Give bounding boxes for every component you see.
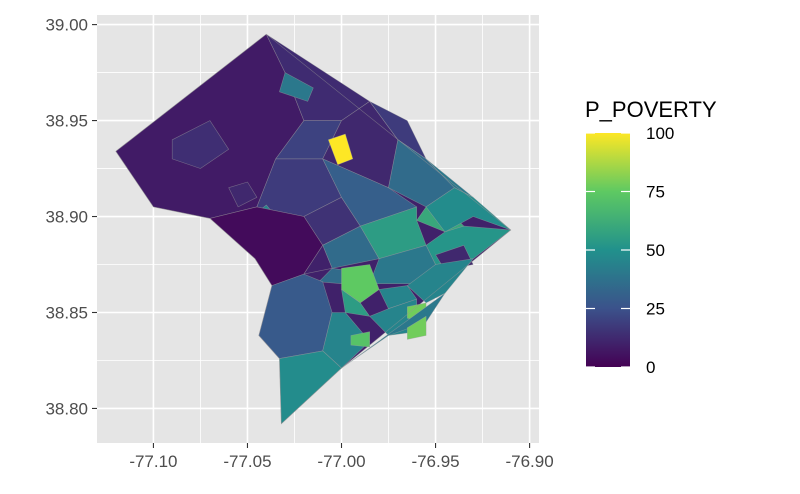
map-region	[279, 72, 314, 102]
legend-label: 50	[646, 241, 665, 260]
map-regions	[115, 33, 512, 425]
x-tick-label: -77.10	[129, 452, 177, 471]
x-tick-label: -76.90	[505, 452, 553, 471]
legend: P_POVERTY 0 25 50 75 100	[585, 97, 717, 377]
map-region	[228, 181, 258, 208]
y-tick-label: 38.90	[45, 208, 88, 227]
map-outline	[115, 33, 512, 425]
legend-label: 0	[646, 358, 655, 377]
map-region	[171, 120, 229, 169]
x-tick-label: -77.00	[317, 452, 365, 471]
legend-label: 100	[646, 124, 674, 143]
map-region	[406, 258, 474, 304]
legend-label: 25	[646, 300, 665, 319]
map-region	[341, 264, 380, 304]
legend-label: 75	[646, 183, 665, 202]
map-region	[327, 133, 354, 165]
map-region	[406, 315, 427, 340]
y-tick-label: 38.80	[45, 399, 88, 418]
x-tick-label: -76.95	[411, 452, 459, 471]
y-tick-label: 38.95	[45, 112, 88, 131]
map-region	[303, 245, 333, 275]
legend-title: P_POVERTY	[585, 97, 717, 122]
boundary-outline	[115, 33, 512, 425]
y-tick-label: 38.85	[45, 303, 88, 322]
x-tick-label: -77.05	[223, 452, 271, 471]
map-region	[322, 312, 371, 369]
map-region	[425, 187, 512, 233]
y-tick-label: 39.00	[45, 16, 88, 35]
map-region	[350, 331, 371, 348]
axes: -77.10 -77.05 -77.00 -76.95 -76.90 38.80 38.85…	[45, 16, 553, 471]
